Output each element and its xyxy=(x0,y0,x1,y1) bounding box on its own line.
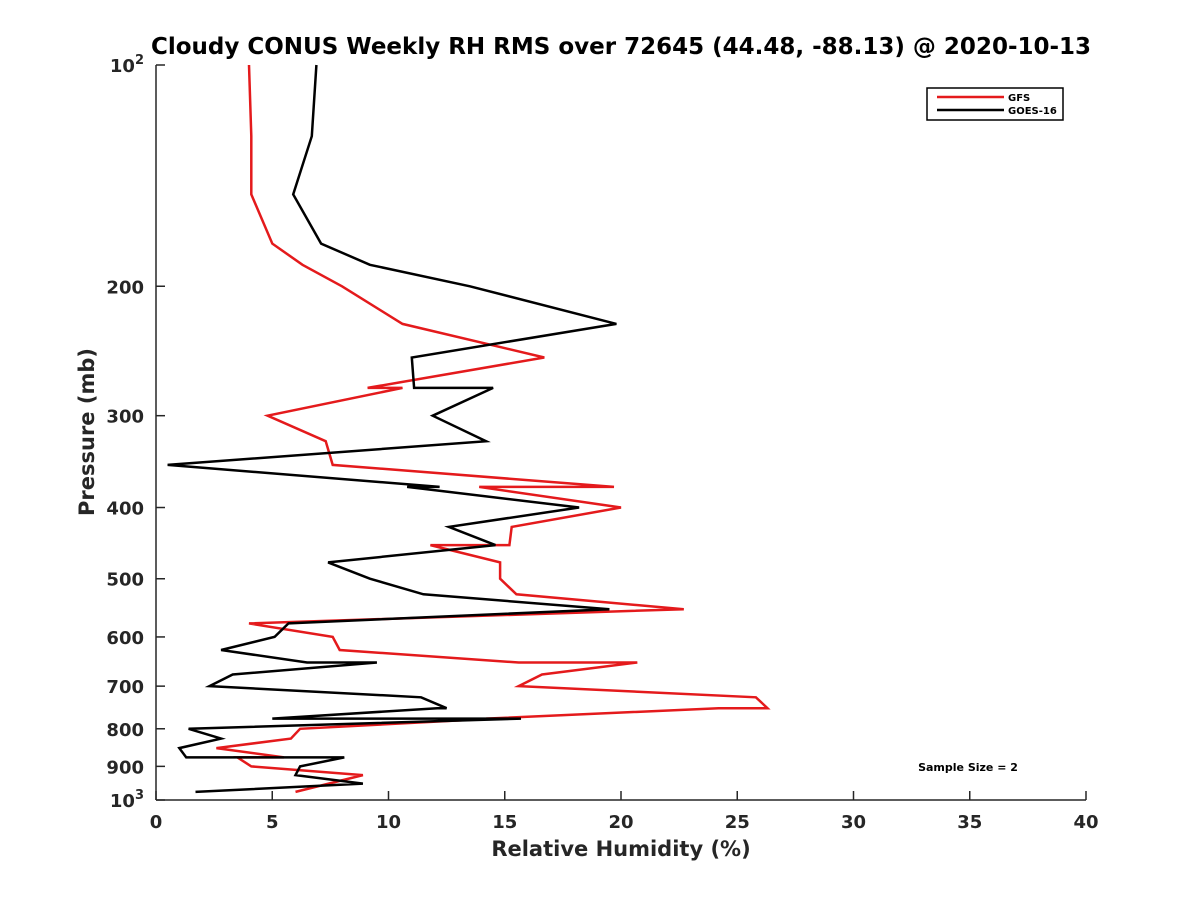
x-tick-label: 10 xyxy=(376,812,401,833)
x-tick-label: 35 xyxy=(957,812,982,833)
x-tick-label: 20 xyxy=(608,812,633,833)
series-line-goes16 xyxy=(167,64,617,794)
x-tick-label: 30 xyxy=(841,812,866,833)
legend-label-goes16: GOES-16 xyxy=(1008,106,1057,117)
y-tick-label: 102 xyxy=(110,53,144,77)
y-tick-label: 900 xyxy=(106,757,144,778)
legend-label-gfs: GFS xyxy=(1008,93,1030,104)
sample-size-annotation: Sample Size = 2 xyxy=(918,761,1018,774)
legend-box xyxy=(926,87,1064,121)
y-tick-label: 400 xyxy=(106,499,144,520)
y-tick-label: 500 xyxy=(106,570,144,591)
x-tick-label: 40 xyxy=(1073,812,1098,833)
y-tick-label: 700 xyxy=(106,677,144,698)
y-tick-label: 600 xyxy=(106,628,144,649)
x-ticks: 0 5 10 15 20 25 30 35 40 xyxy=(150,791,1099,833)
series-line-gfs xyxy=(216,64,771,794)
x-axis-label: Relative Humidity (%) xyxy=(491,837,750,861)
y-axis-label: Pressure (mb) xyxy=(75,348,99,516)
x-tick-label: 25 xyxy=(725,812,750,833)
y-ticks: 102 200 300 400 500 600 700 800 900 103 xyxy=(106,53,165,812)
series-lines xyxy=(167,64,771,794)
x-tick-label: 0 xyxy=(150,812,163,833)
x-tick-label: 15 xyxy=(492,812,517,833)
y-tick-label: 300 xyxy=(106,407,144,428)
y-tick-label: 800 xyxy=(106,720,144,741)
legend: GFS GOES-16 xyxy=(926,87,1064,121)
y-tick-label: 200 xyxy=(106,277,144,298)
chart-title: Cloudy CONUS Weekly RH RMS over 72645 (4… xyxy=(151,34,1091,60)
x-tick-label: 5 xyxy=(266,812,279,833)
y-tick-label: 103 xyxy=(110,788,144,812)
